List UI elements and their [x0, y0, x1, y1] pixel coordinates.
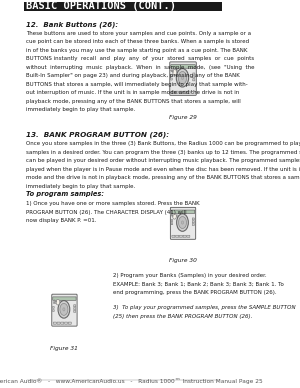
Circle shape [182, 221, 184, 224]
FancyBboxPatch shape [170, 207, 196, 239]
Circle shape [56, 300, 60, 305]
FancyBboxPatch shape [52, 310, 54, 312]
FancyBboxPatch shape [183, 235, 186, 237]
FancyBboxPatch shape [175, 215, 176, 217]
FancyBboxPatch shape [74, 308, 76, 310]
FancyBboxPatch shape [53, 297, 76, 300]
Text: end programming, press the BANK PROGRAM BUTTON (26).: end programming, press the BANK PROGRAM … [113, 290, 277, 295]
Text: To program samples:: To program samples: [26, 191, 104, 197]
FancyBboxPatch shape [172, 235, 175, 237]
Circle shape [178, 217, 187, 229]
Text: 3)  To play your programmed samples, press the SAMPLE BUTTON: 3) To play your programmed samples, pres… [113, 305, 296, 310]
FancyBboxPatch shape [193, 76, 195, 78]
Text: BASIC OPERATIONS (CONT.): BASIC OPERATIONS (CONT.) [26, 1, 176, 11]
FancyBboxPatch shape [57, 302, 58, 303]
FancyBboxPatch shape [176, 70, 178, 71]
FancyBboxPatch shape [57, 322, 60, 324]
FancyBboxPatch shape [177, 215, 178, 217]
Circle shape [178, 71, 187, 84]
Circle shape [176, 69, 189, 87]
Text: BUTTONS instantly  recall  and  play  any  of  your  stored  samples  or  cue  p: BUTTONS instantly recall and play any of… [26, 56, 255, 61]
Text: out interruption of music. If the unit is in sample mode and the drive is not in: out interruption of music. If the unit i… [26, 90, 240, 95]
FancyBboxPatch shape [171, 70, 173, 71]
Text: 12.  Bank Buttons (26):: 12. Bank Buttons (26): [26, 22, 118, 28]
Circle shape [181, 76, 184, 80]
Text: mode and the drive is not in playback mode, pressing any of the BANK BUTTONS tha: mode and the drive is not in playback mo… [26, 175, 300, 180]
FancyBboxPatch shape [55, 302, 56, 303]
FancyBboxPatch shape [170, 62, 196, 95]
Text: now display BANK P. =01.: now display BANK P. =01. [26, 218, 97, 223]
FancyBboxPatch shape [74, 305, 76, 307]
Text: playback mode, pressing any of the BANK BUTTONS that stores a sample, will: playback mode, pressing any of the BANK … [26, 99, 241, 104]
Text: 2) Program your Banks (Samples) in your desired order.: 2) Program your Banks (Samples) in your … [113, 273, 267, 278]
FancyBboxPatch shape [175, 91, 178, 94]
Polygon shape [170, 70, 173, 73]
FancyBboxPatch shape [64, 322, 68, 324]
FancyBboxPatch shape [171, 91, 175, 94]
Text: immediately begin to play that sample.: immediately begin to play that sample. [26, 184, 136, 189]
Polygon shape [54, 300, 57, 302]
Circle shape [58, 301, 70, 318]
FancyBboxPatch shape [52, 294, 77, 326]
FancyBboxPatch shape [179, 91, 182, 94]
Text: Once you store samples in the three (3) Bank Buttons, the Radius 1000 can be pro: Once you store samples in the three (3) … [26, 142, 300, 147]
FancyBboxPatch shape [187, 91, 190, 94]
Text: 1) Once you have one or more samples stored. Press the BANK: 1) Once you have one or more samples sto… [26, 201, 200, 206]
FancyBboxPatch shape [192, 221, 194, 223]
FancyBboxPatch shape [174, 215, 175, 217]
FancyBboxPatch shape [171, 220, 173, 222]
FancyBboxPatch shape [53, 302, 55, 303]
FancyBboxPatch shape [193, 79, 195, 81]
Text: without  interrupting  music  playback.  When  in  sample  mode,  (see  "Using  : without interrupting music playback. Whe… [26, 65, 255, 69]
FancyBboxPatch shape [171, 223, 173, 225]
FancyBboxPatch shape [172, 215, 173, 217]
FancyBboxPatch shape [58, 302, 59, 303]
Text: PROGRAM BUTTON (26). The CHARACTER DISPLAY (41) will: PROGRAM BUTTON (26). The CHARACTER DISPL… [26, 210, 187, 215]
FancyBboxPatch shape [171, 74, 172, 77]
FancyBboxPatch shape [193, 73, 195, 75]
FancyBboxPatch shape [52, 307, 54, 308]
FancyBboxPatch shape [192, 218, 194, 220]
Text: ©American Audio®   -   www.AmericanAudio.us   -   Radius 1000™ Instruction Manua: ©American Audio® - www.AmericanAudio.us … [0, 378, 262, 384]
FancyBboxPatch shape [74, 310, 76, 312]
FancyBboxPatch shape [171, 210, 195, 213]
FancyBboxPatch shape [192, 223, 194, 225]
FancyBboxPatch shape [171, 65, 195, 68]
FancyBboxPatch shape [183, 91, 186, 94]
Circle shape [177, 214, 188, 231]
FancyBboxPatch shape [61, 322, 64, 324]
FancyBboxPatch shape [53, 322, 56, 324]
Text: cue point can be stored into each of these three banks. When a sample is stored: cue point can be stored into each of the… [26, 39, 250, 44]
Circle shape [172, 213, 176, 219]
Text: EXAMPLE: Bank 3; Bank 1; Bank 2; Bank 3; Bank 3; Bank 1. To: EXAMPLE: Bank 3; Bank 1; Bank 2; Bank 3;… [113, 282, 284, 287]
Text: Figure 31: Figure 31 [50, 346, 78, 351]
FancyBboxPatch shape [179, 235, 182, 237]
Text: immediately begin to play that sample.: immediately begin to play that sample. [26, 107, 136, 112]
Text: samples in a desired order. You can program the three (3) banks up to 12 times. : samples in a desired order. You can prog… [26, 150, 300, 155]
FancyBboxPatch shape [187, 235, 190, 237]
Circle shape [63, 308, 65, 311]
FancyBboxPatch shape [25, 2, 222, 11]
FancyBboxPatch shape [176, 235, 179, 237]
Text: 13.  BANK PROGRAM BUTTON (26):: 13. BANK PROGRAM BUTTON (26): [26, 132, 170, 138]
FancyBboxPatch shape [68, 322, 71, 324]
Polygon shape [170, 214, 173, 217]
Text: Figure 29: Figure 29 [169, 114, 197, 120]
Text: in of the banks you may use the sample starting point as a cue point. The BANK: in of the banks you may use the sample s… [26, 48, 248, 53]
Text: played when the player is in Pause mode and even when the disc has been removed.: played when the player is in Pause mode … [26, 167, 300, 172]
FancyBboxPatch shape [171, 78, 172, 80]
Text: Built-In Sampler" on page 23) and during playback, pressing any of the BANK: Built-In Sampler" on page 23) and during… [26, 73, 240, 78]
Text: (25) then press the BANK PROGRAM BUTTON (26).: (25) then press the BANK PROGRAM BUTTON … [113, 314, 252, 319]
FancyBboxPatch shape [173, 70, 175, 71]
Text: can be played in your desired order without interrupting music playback. The pro: can be played in your desired order with… [26, 158, 300, 163]
Text: BUTTONS that stores a sample, will immediately begin to play that sample with-: BUTTONS that stores a sample, will immed… [26, 81, 248, 87]
Circle shape [173, 69, 177, 75]
FancyBboxPatch shape [175, 70, 176, 71]
Text: These buttons are used to store your samples and cue points. Only a sample or a: These buttons are used to store your sam… [26, 31, 252, 36]
Text: Figure 30: Figure 30 [169, 258, 197, 263]
Circle shape [60, 303, 68, 315]
